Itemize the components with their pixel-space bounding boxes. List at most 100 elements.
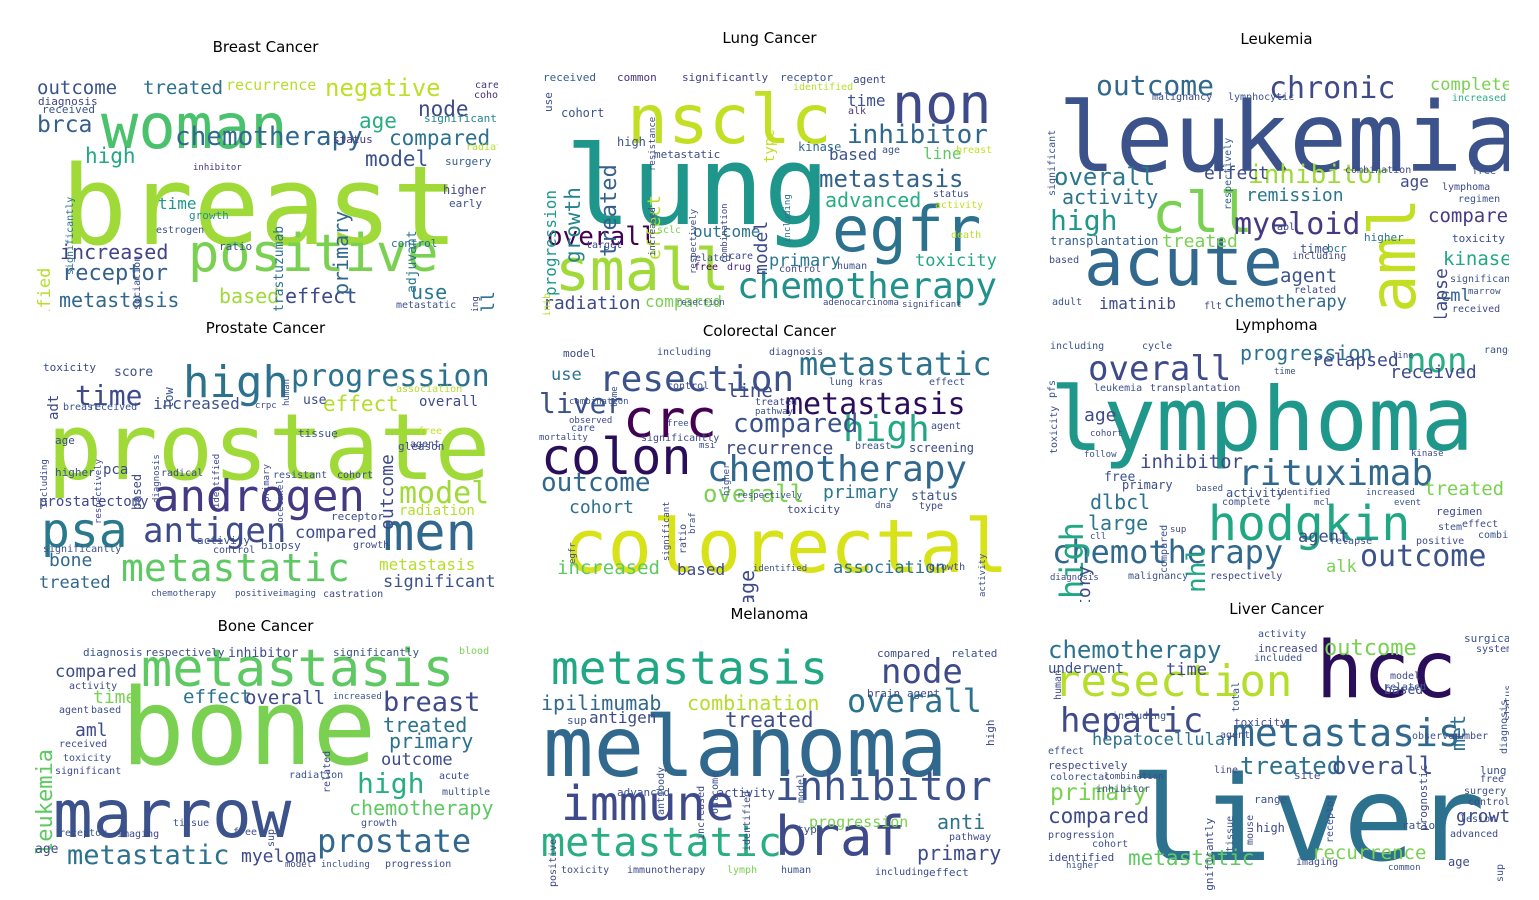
- cloud-word: chemotherapy: [737, 266, 998, 307]
- cloud-word: significant: [55, 766, 122, 777]
- cloud-word: compared: [295, 523, 377, 543]
- cloud-word: acute: [1084, 224, 1283, 301]
- cloud-word: agent: [853, 73, 887, 86]
- cloud-word: significant: [1047, 129, 1058, 196]
- cloud-word: radiation: [543, 293, 641, 314]
- cloud-word: cohort: [1092, 839, 1129, 850]
- cloud-word: bone: [121, 666, 377, 789]
- cloud-word: based: [219, 284, 280, 308]
- cloud-word: primary: [389, 729, 474, 753]
- word-cloud: liver hcc resection metastasis hepatic chemot…: [1044, 620, 1509, 891]
- cloud-word: adt: [46, 394, 62, 421]
- cloud-word: breast: [855, 441, 892, 452]
- cloud-word: use: [551, 365, 582, 385]
- cloud-word: identified: [793, 82, 854, 93]
- cloud-word: respectively: [94, 458, 104, 524]
- cloud-word: treated: [1424, 478, 1505, 500]
- cloud-word: progression: [1048, 830, 1115, 841]
- cloud-word: woman: [101, 90, 288, 163]
- cloud-word: related: [951, 647, 998, 660]
- cloud-word: gleason: [398, 440, 445, 453]
- cloud-word: inhibitor: [1248, 160, 1389, 190]
- cloud-word: overall: [478, 291, 498, 311]
- cloud-word: toxicity: [915, 251, 997, 271]
- cloud-word: model: [285, 860, 313, 870]
- cloud-word: liver: [1130, 750, 1486, 888]
- cloud-word: metastasis: [819, 165, 964, 193]
- cloud-word: increased: [648, 206, 658, 256]
- cloud-word: chemotherapy: [175, 122, 363, 152]
- cloud-word: received: [89, 402, 138, 413]
- cloud-word: growth: [561, 186, 585, 263]
- cloud-word: status: [911, 489, 958, 504]
- cloud-word: outcome: [1324, 636, 1417, 661]
- cloud-word: primary: [1122, 478, 1173, 492]
- cloud-word: outcome: [37, 77, 118, 99]
- panel-title: Melanoma: [730, 605, 809, 623]
- cloud-word: agent: [410, 439, 441, 450]
- cloud-word: toxicity: [787, 503, 840, 516]
- cloud-word: based: [1049, 255, 1080, 266]
- cloud-word: positive: [188, 224, 439, 284]
- panel-title: Breast Cancer: [212, 38, 319, 56]
- cloud-word: overall: [419, 394, 479, 410]
- cloud-word: metastatic: [121, 546, 350, 590]
- cloud-word: agent: [1280, 265, 1338, 287]
- cloud-word: site: [1294, 769, 1321, 782]
- cloud-word: pathway: [949, 832, 992, 843]
- cloud-word: docetaxel: [276, 478, 286, 528]
- cloud-word: based: [91, 705, 122, 716]
- cloud-word: leukemia: [33, 748, 58, 855]
- cloud-word: ratio: [1402, 819, 1436, 832]
- cloud-word: high: [1256, 821, 1285, 835]
- cloud-word: significantly: [1203, 817, 1216, 890]
- cloud-word: myeloid: [1234, 207, 1361, 242]
- cloud-word: age: [1084, 405, 1117, 426]
- cloud-word: related: [689, 253, 732, 264]
- cloud-word: follow: [1084, 450, 1117, 460]
- cloud-word: overall: [703, 480, 805, 508]
- cloud-word: association: [132, 255, 143, 311]
- cloud-word: increased: [60, 240, 169, 264]
- cloud-word: range: [1484, 345, 1509, 356]
- cloud-word: activity: [978, 553, 988, 598]
- cloud-word: related: [1384, 682, 1427, 693]
- cloud-word: including: [657, 347, 712, 358]
- cloud-word: diagnosis: [152, 453, 162, 503]
- panel-title: Lung Cancer: [722, 29, 817, 47]
- cloud-word: significant: [424, 112, 497, 125]
- wordcloud-panel: Bone Cancer bone metastasis marrow prostate m…: [33, 617, 498, 887]
- cloud-word: agent: [907, 687, 941, 700]
- cloud-word: receptor: [1325, 794, 1336, 843]
- wordcloud-panel: Lung Cancer lung nsclc non egfr small chemothe…: [537, 29, 1002, 315]
- cloud-word: underwent: [1048, 661, 1124, 677]
- cloud-word: line: [923, 144, 962, 163]
- wordcloud-panel: Breast Cancer breast woman positive negative…: [33, 38, 498, 311]
- cloud-word: agent: [1220, 730, 1251, 741]
- cloud-word: kras: [859, 377, 884, 388]
- cloud-word: common: [1388, 863, 1421, 873]
- cloud-word: time: [75, 379, 143, 412]
- cloud-word: primary: [262, 463, 272, 502]
- cloud-word: remission: [1246, 185, 1344, 206]
- cloud-word: metastatic: [654, 148, 721, 161]
- cloud-word: metastasis: [551, 641, 828, 695]
- cloud-word: based: [829, 145, 878, 164]
- cloud-word: adult: [1052, 297, 1083, 308]
- wordcloud-panel: Prostate Cancer prostate high progression an…: [33, 319, 498, 599]
- cloud-word: including: [321, 860, 370, 870]
- cloud-word: number: [1452, 731, 1489, 742]
- cloud-word: agent: [59, 705, 90, 716]
- cloud-word: identified: [742, 790, 753, 851]
- cloud-word: time: [1274, 367, 1296, 377]
- cloud-word: death: [951, 230, 982, 241]
- wordcloud-panel: Liver Cancer liver hcc resection metastasis h…: [1044, 600, 1509, 890]
- word-cloud: breast woman positive negative chemotherapy o…: [33, 56, 498, 311]
- cloud-word: kinase: [1443, 248, 1509, 270]
- cloud-word: aml: [1357, 197, 1431, 314]
- cloud-word: overall: [1088, 349, 1232, 389]
- cloud-word: score: [114, 365, 154, 380]
- cloud-word: cycle: [1142, 341, 1173, 352]
- cloud-word: significantly: [1450, 274, 1509, 285]
- cloud-word: acute: [439, 771, 470, 782]
